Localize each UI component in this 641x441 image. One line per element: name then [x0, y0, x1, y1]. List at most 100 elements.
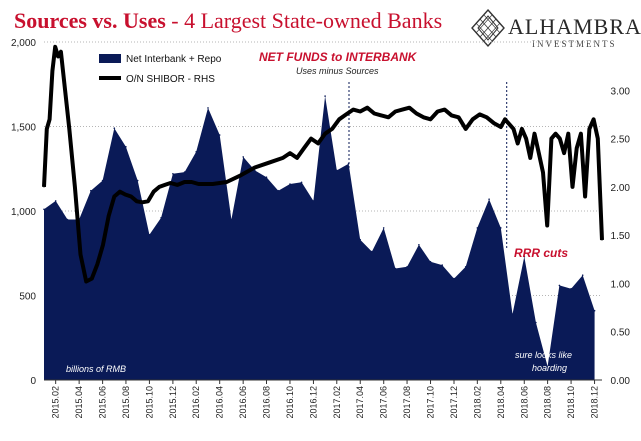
left-axis-ticks: 0 500 1,000 1,500 2,000	[11, 38, 36, 387]
line-point-57	[429, 118, 432, 120]
line-point-91	[601, 239, 603, 241]
x-tick-label-6: 2016.02	[191, 386, 201, 419]
area-point-46	[581, 274, 584, 277]
x-tick-label-10: 2016.10	[285, 386, 295, 419]
line-point-9	[74, 186, 76, 188]
x-tick-label-21: 2018.08	[543, 386, 553, 419]
annotation-net-funds: NET FUNDS to INTERBANK	[259, 50, 418, 64]
area-point-37	[476, 227, 479, 229]
x-tick-label-11: 2016.12	[308, 386, 318, 419]
legend-swatch-area	[99, 54, 121, 63]
right-tick-label-2: 1.00	[611, 279, 631, 290]
x-tick-label-9: 2016.08	[262, 386, 272, 419]
area-point-10	[160, 217, 162, 219]
line-point-50	[380, 114, 382, 116]
area-point-41	[523, 255, 526, 258]
area-point-30	[394, 267, 397, 270]
area-point-27	[359, 238, 362, 241]
line-point-3	[51, 70, 54, 72]
line-point-20	[136, 200, 138, 202]
x-axis-ticks: 2015.02 2015.04 2015.06 2015.08 2015.10 2015.…	[44, 379, 602, 419]
area-point-4	[90, 189, 92, 192]
line-point-49	[373, 112, 375, 115]
line-point-1	[46, 128, 48, 130]
area-point-20	[277, 189, 280, 192]
left-tick-label-3: 1,500	[11, 123, 36, 134]
area-point-31	[406, 266, 408, 268]
right-tick-label-1: 0.50	[611, 328, 631, 339]
line-point-72	[521, 128, 523, 130]
line-point-46	[352, 109, 354, 111]
chart-title: Sources vs. Uses - 4 Largest State-owned…	[14, 8, 442, 34]
area-point-38	[488, 198, 490, 200]
area-point-17	[242, 156, 244, 158]
line-point-78	[546, 224, 548, 227]
area-point-7	[125, 146, 127, 148]
legend-label-line: O/N SHIBOR - RHS	[126, 74, 215, 85]
line-point-26	[169, 182, 172, 184]
line-point-30	[198, 183, 200, 185]
diamond-lattice-icon	[471, 8, 505, 48]
x-tick-label-13: 2017.04	[355, 386, 365, 419]
line-point-10	[79, 253, 82, 256]
area-point-35	[453, 277, 455, 280]
line-point-65	[486, 116, 488, 118]
area-point-32	[418, 244, 420, 246]
area-point-8	[136, 179, 139, 182]
line-point-51	[387, 116, 389, 118]
x-tick-label-20: 2018.06	[519, 386, 529, 419]
area-point-11	[172, 173, 174, 175]
line-point-40	[310, 138, 312, 140]
line-point-12	[91, 278, 93, 280]
line-point-52	[394, 110, 396, 113]
x-tick-label-4: 2015.10	[144, 386, 154, 419]
x-tick-label-18: 2018.02	[472, 386, 482, 419]
line-point-66	[493, 122, 495, 124]
line-point-62	[465, 128, 467, 130]
line-point-81	[559, 138, 561, 140]
line-point-85	[576, 147, 578, 149]
line-point-6	[60, 51, 62, 53]
line-point-23	[153, 191, 155, 193]
line-point-67	[500, 126, 502, 128]
x-tick-label-19: 2018.04	[496, 386, 506, 419]
x-tick-label-8: 2016.06	[238, 386, 248, 419]
area-point-9	[148, 233, 151, 236]
line-point-58	[437, 110, 439, 113]
line-point-14	[102, 244, 104, 246]
area-point-5	[101, 179, 104, 182]
area-series-layer	[43, 95, 596, 380]
brand-name: ALHAMBRA	[508, 14, 641, 39]
line-point-5	[57, 55, 59, 58]
line-point-53	[401, 109, 403, 111]
line-point-18	[124, 194, 127, 196]
area-point-22	[300, 181, 303, 184]
area-point-13	[195, 151, 197, 153]
line-point-4	[54, 46, 56, 48]
line-point-61	[458, 116, 460, 118]
annotation-units: billions of RMB	[66, 364, 126, 374]
area-point-45	[570, 287, 572, 290]
line-point-76	[538, 152, 540, 154]
area-point-19	[265, 176, 268, 178]
chart-title-main: Sources vs. Uses	[14, 8, 166, 33]
x-tick-label-7: 2016.04	[215, 386, 225, 419]
x-tick-label-2: 2015.06	[98, 386, 108, 419]
line-point-27	[176, 184, 179, 186]
line-point-82	[563, 152, 565, 154]
x-tick-label-16: 2017.10	[426, 386, 436, 419]
line-point-7	[64, 89, 66, 91]
line-point-0	[43, 186, 45, 188]
x-tick-label-0: 2015.02	[51, 386, 61, 419]
line-point-83	[567, 133, 569, 135]
x-tick-label-23: 2018.12	[590, 386, 600, 419]
line-point-64	[479, 113, 481, 115]
line-point-37	[289, 152, 291, 154]
right-tick-label-3: 1.50	[611, 231, 631, 242]
line-point-28	[184, 181, 186, 183]
annotation-hoarding-line2: hoarding	[532, 363, 567, 373]
left-tick-label-1: 500	[19, 292, 36, 303]
left-tick-label-0: 0	[30, 376, 36, 387]
line-point-73	[525, 138, 527, 140]
area-point-44	[558, 284, 561, 287]
